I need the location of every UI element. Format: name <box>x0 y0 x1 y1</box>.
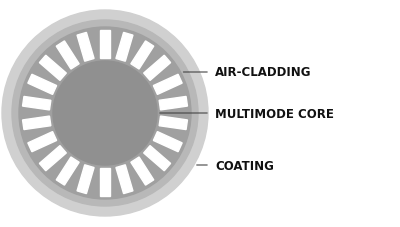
Text: COATING: COATING <box>215 159 274 172</box>
Polygon shape <box>153 132 182 152</box>
Polygon shape <box>39 56 66 81</box>
Polygon shape <box>159 97 188 111</box>
Polygon shape <box>39 146 66 171</box>
Circle shape <box>12 21 198 206</box>
Circle shape <box>19 28 191 199</box>
Polygon shape <box>159 116 188 130</box>
Polygon shape <box>116 165 133 194</box>
Polygon shape <box>22 97 51 111</box>
Text: MULTIMODE CORE: MULTIMODE CORE <box>215 107 334 120</box>
Polygon shape <box>153 75 182 95</box>
Polygon shape <box>56 157 79 185</box>
Polygon shape <box>56 42 79 70</box>
Polygon shape <box>131 157 154 185</box>
Text: AIR-CLADDING: AIR-CLADDING <box>215 66 312 79</box>
Polygon shape <box>22 116 51 130</box>
Polygon shape <box>131 42 154 70</box>
Polygon shape <box>28 132 57 152</box>
Polygon shape <box>77 33 94 62</box>
Polygon shape <box>116 33 133 62</box>
Polygon shape <box>144 146 171 171</box>
Polygon shape <box>100 169 110 196</box>
Polygon shape <box>100 31 110 58</box>
Polygon shape <box>77 165 94 194</box>
Polygon shape <box>28 75 57 95</box>
Circle shape <box>2 11 208 216</box>
Polygon shape <box>144 56 171 81</box>
Circle shape <box>53 62 157 165</box>
